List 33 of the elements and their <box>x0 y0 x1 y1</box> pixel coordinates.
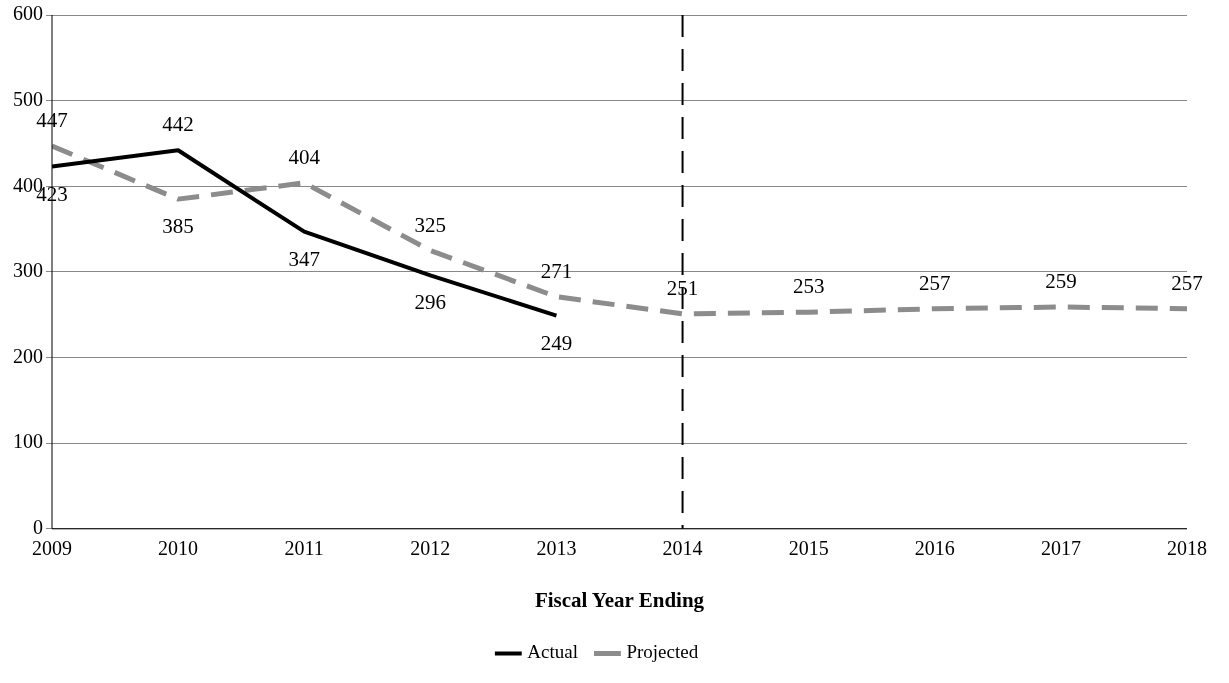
data-label: 259 <box>1045 269 1077 294</box>
x-tick-label: 2017 <box>1040 537 1081 560</box>
legend-label: Actual <box>527 641 578 663</box>
x-tick-label: 2014 <box>662 537 703 560</box>
x-tick-label: 2010 <box>158 537 199 560</box>
y-tick-label: 0 <box>33 516 43 539</box>
data-label: 271 <box>540 258 573 283</box>
data-label: 385 <box>162 214 194 239</box>
x-tick-label: 2013 <box>536 537 577 560</box>
data-label: 325 <box>414 212 447 237</box>
data-label: 249 <box>540 330 573 355</box>
data-label: 257 <box>919 270 951 295</box>
data-label: 404 <box>288 144 321 169</box>
data-label: 296 <box>414 290 447 315</box>
data-label: 253 <box>792 274 825 299</box>
x-tick-label: 2011 <box>284 537 324 560</box>
x-tick-label: 2018 <box>1167 537 1207 560</box>
y-tick-label: 500 <box>13 87 43 110</box>
x-tick-label: 2015 <box>788 537 829 560</box>
legend-label: Projected <box>626 641 699 663</box>
data-label: 257 <box>1171 270 1203 295</box>
x-axis-title: Fiscal Year Ending <box>534 587 705 612</box>
x-tick-label: 2012 <box>410 537 451 560</box>
data-label: 347 <box>288 246 320 271</box>
data-label: 251 <box>666 275 699 300</box>
data-label: 442 <box>162 112 194 137</box>
y-tick-label: 200 <box>13 344 43 367</box>
y-tick-label: 300 <box>13 259 43 282</box>
x-tick-label: 2016 <box>914 537 955 560</box>
data-label: 447 <box>36 108 68 133</box>
x-tick-label: 2009 <box>32 537 72 560</box>
y-tick-label: 600 <box>13 2 43 25</box>
y-tick-label: 100 <box>13 430 43 453</box>
